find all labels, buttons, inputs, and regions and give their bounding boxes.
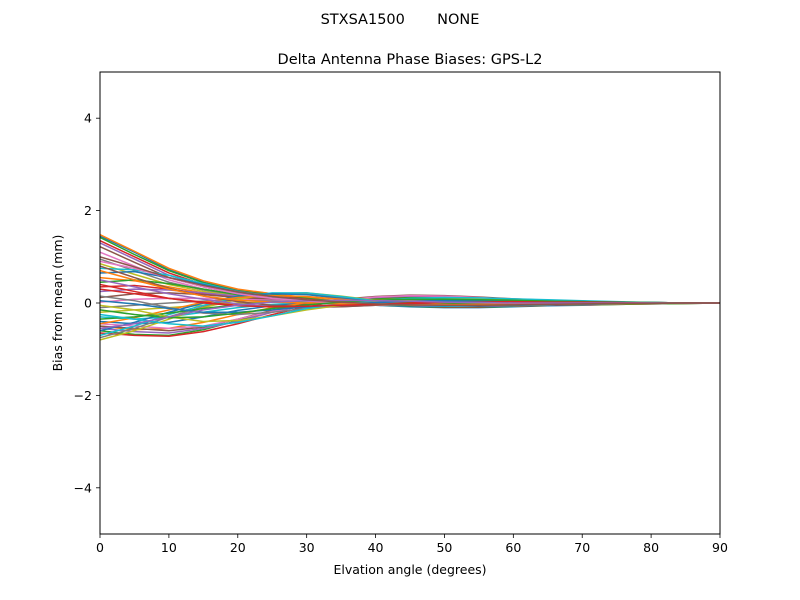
x-tick-label: 50 — [436, 540, 452, 555]
x-tick-label: 10 — [161, 540, 177, 555]
x-tick-label: 80 — [643, 540, 659, 555]
y-tick-label: −2 — [74, 388, 92, 403]
series-line-46 — [100, 256, 720, 307]
series-layer — [100, 233, 720, 341]
x-tick-label: 40 — [368, 540, 384, 555]
x-axis: 0 10 20 30 40 50 60 70 80 90 — [96, 534, 728, 555]
x-tick-label: 20 — [230, 540, 246, 555]
x-tick-label: 0 — [96, 540, 104, 555]
figure-suptitle: STXSA1500 NONE — [321, 12, 480, 28]
y-axis: −4 −2 0 2 4 — [74, 111, 100, 495]
y-tick-label: 0 — [84, 296, 92, 311]
y-tick-label: 2 — [84, 203, 92, 218]
y-tick-label: −4 — [74, 480, 92, 495]
x-tick-label: 70 — [574, 540, 590, 555]
x-tick-label: 60 — [505, 540, 521, 555]
x-tick-label: 90 — [712, 540, 728, 555]
y-tick-label: 4 — [84, 111, 92, 126]
chart-title: Delta Antenna Phase Biases: GPS-L2 — [278, 52, 543, 68]
y-axis-label: Bias from mean (mm) — [50, 235, 65, 372]
x-tick-label: 30 — [299, 540, 315, 555]
x-axis-label: Elvation angle (degrees) — [333, 562, 486, 577]
